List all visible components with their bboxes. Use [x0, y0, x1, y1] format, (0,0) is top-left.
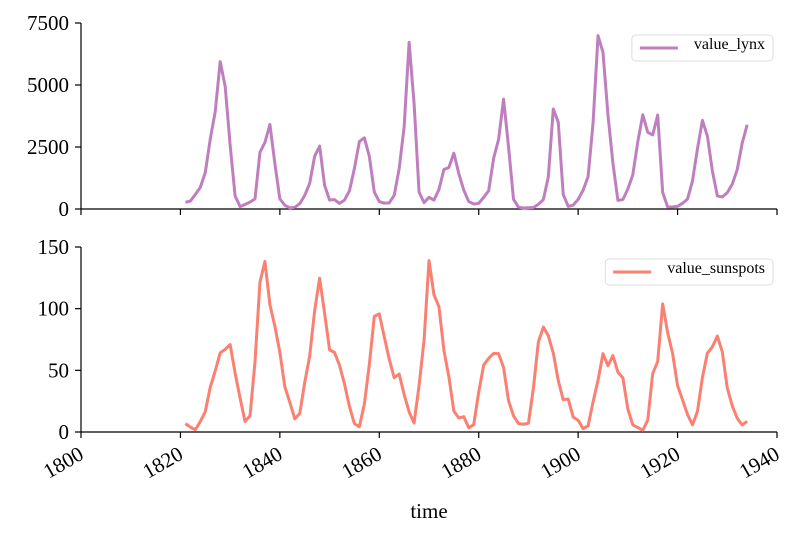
y-tick-label: 0	[59, 420, 70, 444]
x-tick-label: 1880	[437, 442, 485, 484]
y-tick-label: 50	[48, 358, 69, 382]
y-tick-label: 150	[38, 235, 70, 259]
x-tick-label: 1940	[735, 442, 783, 484]
x-tick-label: 1900	[536, 442, 584, 484]
x-tick-label: 1840	[238, 442, 286, 484]
data-line	[184, 259, 749, 432]
x-tick-label: 1860	[337, 442, 385, 484]
data-line	[185, 34, 749, 210]
y-tick-label: 7500	[27, 11, 69, 35]
x-axis-label: time	[410, 499, 447, 523]
legend-box	[604, 258, 774, 286]
legend-label: value_lynx	[694, 36, 765, 53]
x-tick-label: 1920	[636, 442, 684, 484]
legend-box	[631, 34, 774, 62]
y-tick-label: 0	[59, 197, 70, 221]
y-tick-label: 5000	[27, 73, 69, 97]
x-tick-label: 1820	[139, 442, 187, 484]
legend-label: value_sunspots	[667, 260, 765, 277]
y-tick-label: 100	[38, 297, 70, 321]
y-tick-label: 2500	[27, 135, 69, 159]
x-tick-label: 1800	[39, 442, 87, 484]
